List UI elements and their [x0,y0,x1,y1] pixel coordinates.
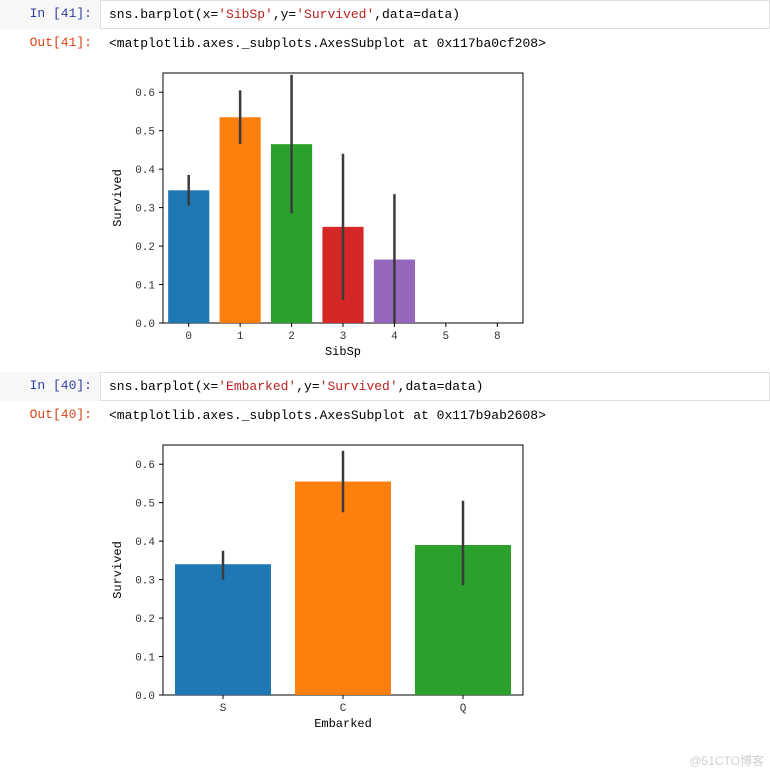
ylabel: Survived [111,169,125,227]
barplot: 0.0 0.1 0.2 0.3 0.4 0.5 0.6 0 1 2 3 4 5 8 SibSp Survive… [101,61,541,361]
code-string: 'Embarked' [218,379,296,394]
xtick-label: 3 [340,331,347,343]
code-string: 'Survived' [320,379,398,394]
ylabel: Survived [111,541,125,599]
code-text: ,data=data) [398,379,484,394]
code-text: ,data=data) [374,7,460,22]
plot-output: 0.0 0.1 0.2 0.3 0.4 0.5 0.6 S C Q Embarked Survived [100,430,770,744]
ytick-label: 0.3 [135,576,155,588]
bar [220,117,261,323]
xtick-label: 1 [237,331,244,343]
out-prompt-blank [0,430,100,744]
ytick-label: 0.2 [135,614,155,626]
plot-output: 0.0 0.1 0.2 0.3 0.4 0.5 0.6 0 1 2 3 4 5 8 SibSp Survive… [100,58,770,372]
output-cell: Out[41]:<matplotlib.axes._subplots.AxesS… [0,29,770,58]
bar [175,564,271,695]
code-string: 'SibSp' [218,7,273,22]
ytick-label: 0.1 [135,281,155,293]
ytick-label: 0.0 [135,319,155,331]
ytick-label: 0.4 [135,537,155,549]
bar [168,190,209,323]
input-cell: In [40]:sns.barplot(x='Embarked',y='Surv… [0,372,770,401]
code-text: ,y= [296,379,319,394]
xtick-label: 8 [494,331,501,343]
in-prompt: In [41]: [0,0,100,29]
code-area[interactable]: sns.barplot(x='SibSp',y='Survived',data=… [100,0,770,29]
input-cell: In [41]:sns.barplot(x='SibSp',y='Survive… [0,0,770,29]
ytick-label: 0.1 [135,653,155,665]
barplot: 0.0 0.1 0.2 0.3 0.4 0.5 0.6 S C Q Embarked Survived [101,433,541,733]
watermark: @51CTO博客 [689,752,764,769]
notebook: In [41]:sns.barplot(x='SibSp',y='Survive… [0,0,770,744]
code-text: ,y= [273,7,296,22]
ytick-label: 0.5 [135,499,155,511]
xlabel: SibSp [325,345,361,359]
xtick-label: 2 [288,331,295,343]
xtick-label: 0 [185,331,192,343]
xtick-label: 4 [391,331,398,343]
xtick-label: 5 [443,331,450,343]
ytick-label: 0.4 [135,165,155,177]
xtick-label: C [340,703,347,715]
ytick-label: 0.3 [135,204,155,216]
xlabel: Embarked [314,717,372,731]
out-prompt: Out[41]: [0,29,100,58]
xtick-label: Q [460,703,467,715]
ytick-label: 0.0 [135,691,155,703]
in-prompt: In [40]: [0,372,100,401]
ytick-label: 0.2 [135,242,155,254]
bar [295,482,391,695]
output-text: <matplotlib.axes._subplots.AxesSubplot a… [100,29,770,58]
output-plot-cell: 0.0 0.1 0.2 0.3 0.4 0.5 0.6 S C Q Embarked Survived [0,430,770,744]
xtick-label: S [220,703,227,715]
ytick-label: 0.6 [135,460,155,472]
output-cell: Out[40]:<matplotlib.axes._subplots.AxesS… [0,401,770,430]
code-text: sns.barplot(x= [109,7,218,22]
ytick-label: 0.5 [135,127,155,139]
code-area[interactable]: sns.barplot(x='Embarked',y='Survived',da… [100,372,770,401]
output-text: <matplotlib.axes._subplots.AxesSubplot a… [100,401,770,430]
code-string: 'Survived' [296,7,374,22]
code-text: sns.barplot(x= [109,379,218,394]
output-plot-cell: 0.0 0.1 0.2 0.3 0.4 0.5 0.6 0 1 2 3 4 5 8 SibSp Survive… [0,58,770,372]
out-prompt-blank [0,58,100,372]
out-prompt: Out[40]: [0,401,100,430]
ytick-label: 0.6 [135,88,155,100]
